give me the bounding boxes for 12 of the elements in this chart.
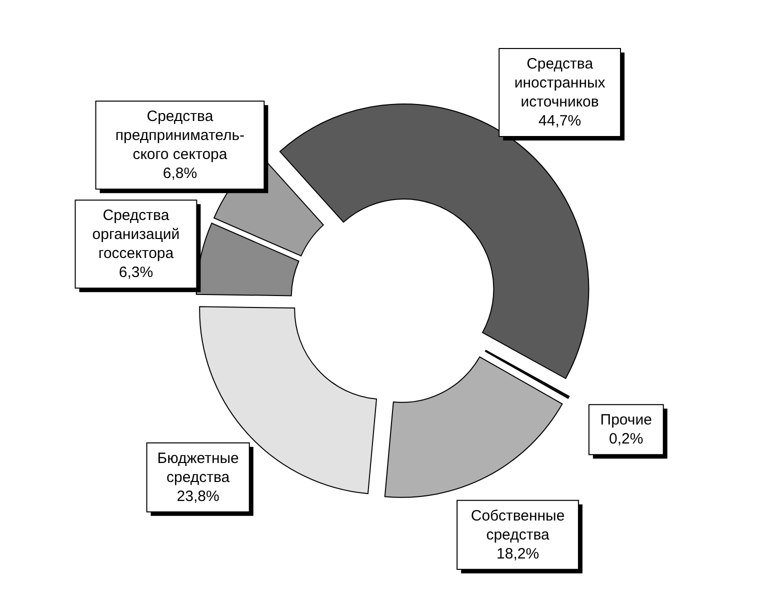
data-label: 23,8% (176, 488, 220, 505)
data-label: 6,3% (118, 264, 154, 282)
slice-label: Бюджетные средства (157, 450, 239, 486)
data-label: 44,7% (538, 112, 582, 130)
data-label: 6,8% (162, 165, 198, 182)
slice-label: Прочие (600, 412, 652, 429)
data-label: 18,2% (496, 545, 540, 562)
slice-label: Средства организаций госсектора (92, 207, 180, 262)
data-label: 0,2% (609, 430, 644, 448)
slice-label: Средства предприниматель- ского сектора (115, 108, 245, 164)
slice-label: Средства иностранных источников (514, 55, 606, 110)
slice-label: Собственные средства (470, 507, 565, 544)
